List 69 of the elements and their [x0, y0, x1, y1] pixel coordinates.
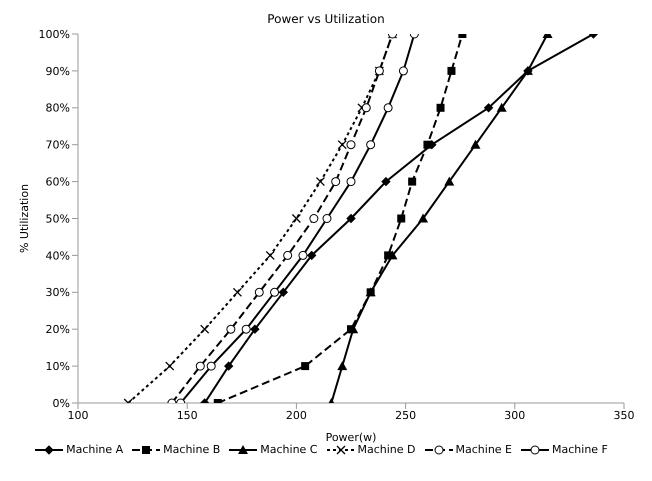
y-tick-label: 50%	[46, 212, 70, 226]
point	[283, 250, 292, 260]
point	[436, 104, 445, 112]
point	[496, 102, 507, 112]
point	[387, 250, 398, 260]
y-tick-label: 10%	[46, 360, 70, 374]
point	[346, 140, 356, 150]
point	[384, 103, 393, 112]
point	[278, 288, 288, 297]
point	[307, 250, 316, 260]
point	[381, 177, 390, 186]
point	[338, 140, 347, 150]
point	[270, 288, 280, 297]
point	[331, 177, 340, 186]
y-tick-label: 100%	[38, 28, 70, 41]
point	[226, 324, 236, 334]
point	[242, 324, 251, 334]
y-tick-label: 30%	[46, 286, 70, 300]
x-tick-label: 100	[68, 408, 88, 422]
x-tick-label: 150	[176, 408, 198, 422]
point	[292, 214, 302, 224]
legend-label: Machine B	[163, 443, 220, 456]
point	[266, 250, 275, 260]
point	[398, 66, 408, 76]
point	[444, 176, 454, 186]
x-tick-label: 200	[286, 408, 307, 422]
legend-label: Machine F	[552, 443, 608, 456]
point	[298, 250, 308, 260]
point	[346, 177, 356, 186]
y-tick-label: 80%	[46, 102, 70, 115]
y-axis-title: % Utilization	[18, 184, 31, 254]
point	[316, 176, 326, 186]
point	[447, 66, 456, 75]
point	[196, 362, 205, 371]
point	[165, 361, 174, 371]
y-tick-label: 60%	[46, 176, 70, 189]
point	[224, 362, 234, 371]
point	[366, 140, 376, 150]
x-tick-label: 300	[504, 408, 526, 422]
y-tick-label: 40%	[46, 249, 70, 262]
legend-label: Machine E	[456, 443, 512, 456]
point	[200, 324, 210, 334]
point	[484, 103, 494, 112]
point	[418, 214, 428, 222]
point	[362, 103, 371, 112]
x-tick-label: 250	[395, 408, 416, 422]
y-tick-label: 90%	[46, 64, 70, 78]
point	[232, 288, 242, 297]
point	[206, 362, 216, 371]
x-tick-label: 350	[614, 408, 634, 422]
point	[423, 140, 432, 149]
legend-label: Machine D	[358, 443, 416, 456]
x-axis-title: Power(w)	[326, 431, 376, 444]
point	[408, 178, 416, 186]
legend-label: Machine A	[66, 443, 124, 456]
point	[322, 214, 332, 223]
point	[301, 362, 310, 370]
legend-label: Machine C	[260, 443, 318, 456]
y-tick-label: 70%	[46, 138, 70, 152]
point	[470, 140, 480, 149]
point	[346, 214, 356, 223]
y-tick-label: 20%	[46, 323, 70, 336]
y-tick-label: 0%	[52, 396, 70, 410]
point	[397, 214, 406, 222]
point	[250, 324, 260, 334]
chart-title: Power vs Utilization	[266, 12, 386, 26]
point	[309, 214, 318, 223]
point	[337, 361, 348, 370]
point	[254, 288, 264, 297]
